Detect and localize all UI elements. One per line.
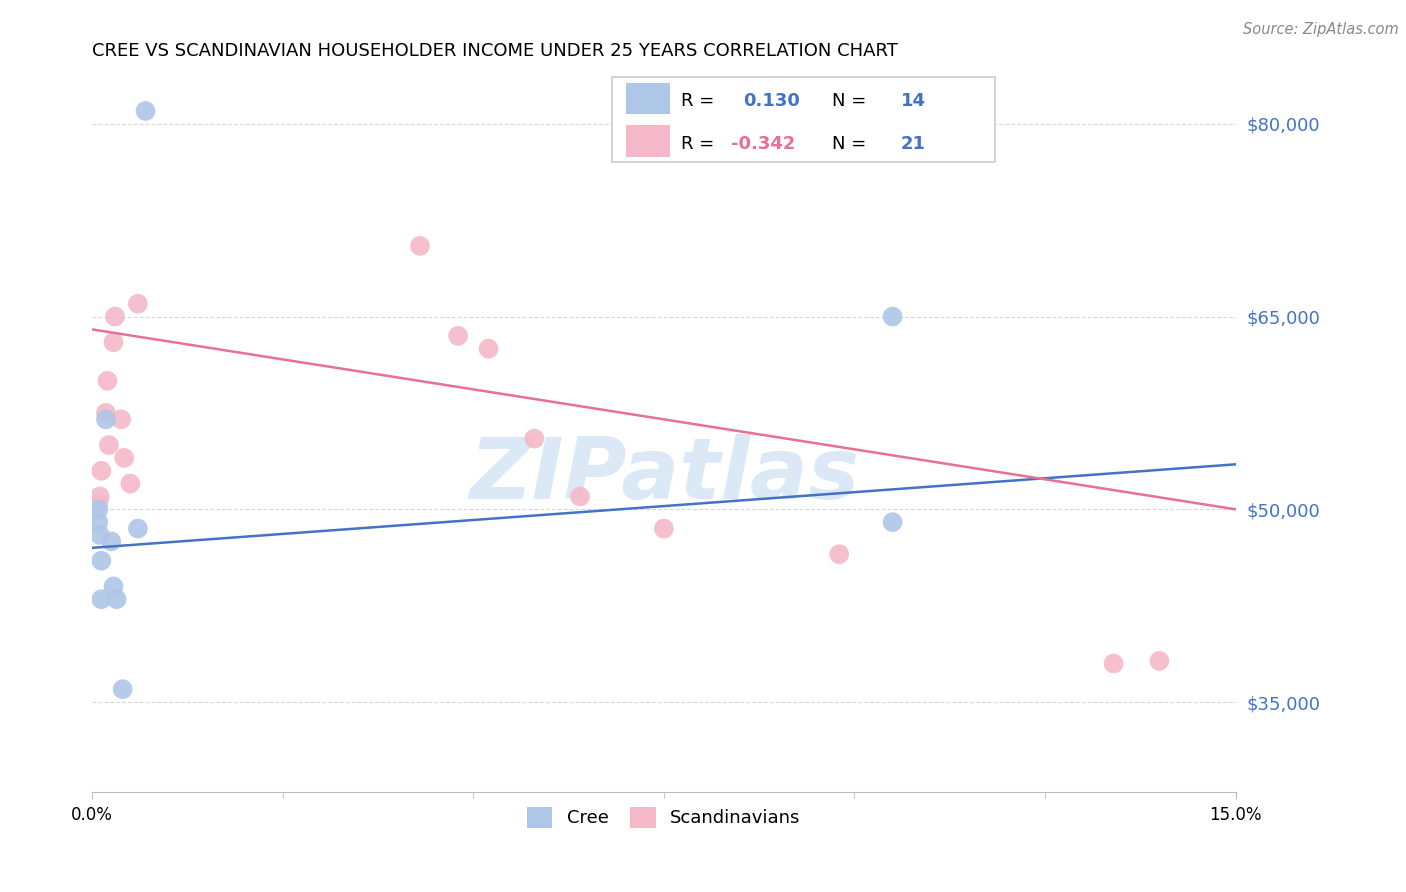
Text: -0.342: -0.342 [731,135,796,153]
Point [111,682,134,697]
Legend: Cree, Scandinavians: Cree, Scandinavians [520,799,808,835]
Point [100,534,122,549]
Text: CREE VS SCANDINAVIAN HOUSEHOLDER INCOME UNDER 25 YEARS CORRELATION CHART: CREE VS SCANDINAVIAN HOUSEHOLDER INCOME … [93,42,898,60]
Point [409,239,432,253]
Point [828,547,851,561]
Point [94,412,117,426]
Point [103,335,125,350]
Point [447,328,470,343]
Point [89,490,111,504]
Text: R =: R = [681,135,720,153]
Point [103,579,125,593]
Point [652,522,675,536]
Point [882,515,904,529]
Point [89,528,111,542]
Text: ZIPatlas: ZIPatlas [468,434,859,516]
Point [94,406,117,420]
Point [1102,657,1125,671]
FancyBboxPatch shape [626,125,669,157]
Text: 14: 14 [901,92,925,111]
Point [112,450,135,465]
Point [127,296,149,310]
Point [135,103,157,118]
Point [87,496,110,510]
Text: 21: 21 [901,135,925,153]
FancyBboxPatch shape [626,83,669,114]
Point [523,432,546,446]
Point [882,310,904,324]
Point [104,310,127,324]
Point [120,476,142,491]
FancyBboxPatch shape [613,78,995,162]
Point [87,515,110,529]
Point [105,592,128,607]
Point [87,502,110,516]
Point [96,374,118,388]
Point [97,438,120,452]
Point [477,342,499,356]
Point [90,592,112,607]
Text: N =: N = [832,135,872,153]
Text: 0.130: 0.130 [742,92,800,111]
Point [127,522,149,536]
Text: N =: N = [832,92,872,111]
Point [569,490,592,504]
Point [1149,654,1171,668]
Point [110,412,132,426]
Text: R =: R = [681,92,720,111]
Point [90,464,112,478]
Text: Source: ZipAtlas.com: Source: ZipAtlas.com [1243,22,1399,37]
Point [90,554,112,568]
